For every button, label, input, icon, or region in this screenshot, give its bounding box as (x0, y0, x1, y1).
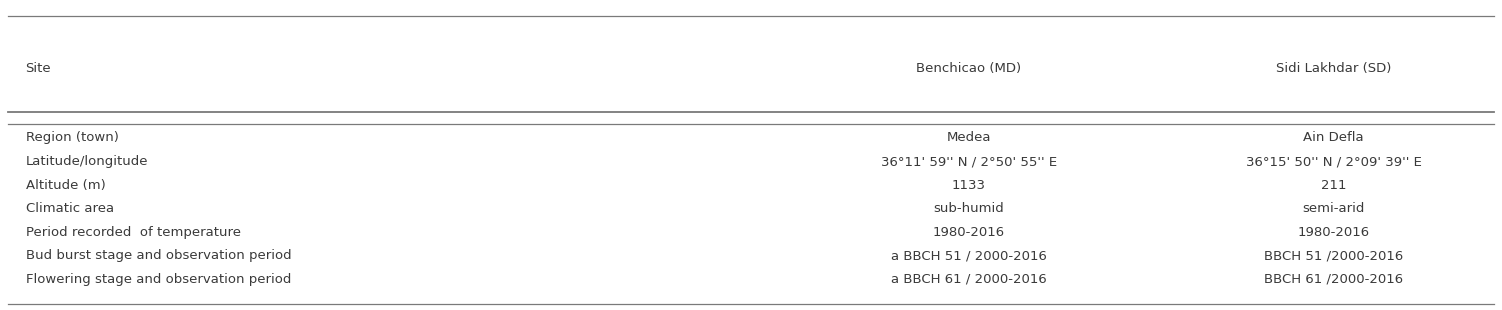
Text: Flowering stage and observation period: Flowering stage and observation period (26, 273, 291, 286)
Text: BBCH 51 /2000-2016: BBCH 51 /2000-2016 (1265, 249, 1403, 262)
Text: Ain Defla: Ain Defla (1304, 131, 1364, 144)
Text: a BBCH 61 / 2000-2016: a BBCH 61 / 2000-2016 (891, 273, 1047, 286)
Text: 211: 211 (1322, 179, 1346, 192)
Text: Region (town): Region (town) (26, 131, 119, 144)
Text: Period recorded  of temperature: Period recorded of temperature (26, 226, 240, 239)
Text: sub-humid: sub-humid (933, 202, 1005, 215)
Text: Sidi Lakhdar (SD): Sidi Lakhdar (SD) (1277, 62, 1391, 75)
Text: Climatic area: Climatic area (26, 202, 114, 215)
Text: 1980-2016: 1980-2016 (933, 226, 1005, 239)
Text: Benchicao (MD): Benchicao (MD) (916, 62, 1021, 75)
Text: a BBCH 51 / 2000-2016: a BBCH 51 / 2000-2016 (891, 249, 1047, 262)
Text: Bud burst stage and observation period: Bud burst stage and observation period (26, 249, 291, 262)
Text: 36°11' 59'' N / 2°50' 55'' E: 36°11' 59'' N / 2°50' 55'' E (880, 155, 1057, 168)
Text: Site: Site (26, 62, 51, 75)
Text: BBCH 61 /2000-2016: BBCH 61 /2000-2016 (1265, 273, 1403, 286)
Text: 36°15' 50'' N / 2°09' 39'' E: 36°15' 50'' N / 2°09' 39'' E (1245, 155, 1422, 168)
Text: Altitude (m): Altitude (m) (26, 179, 105, 192)
Text: Medea: Medea (946, 131, 991, 144)
Text: 1133: 1133 (952, 179, 985, 192)
Text: semi-arid: semi-arid (1302, 202, 1365, 215)
Text: 1980-2016: 1980-2016 (1298, 226, 1370, 239)
Text: Latitude/longitude: Latitude/longitude (26, 155, 149, 168)
